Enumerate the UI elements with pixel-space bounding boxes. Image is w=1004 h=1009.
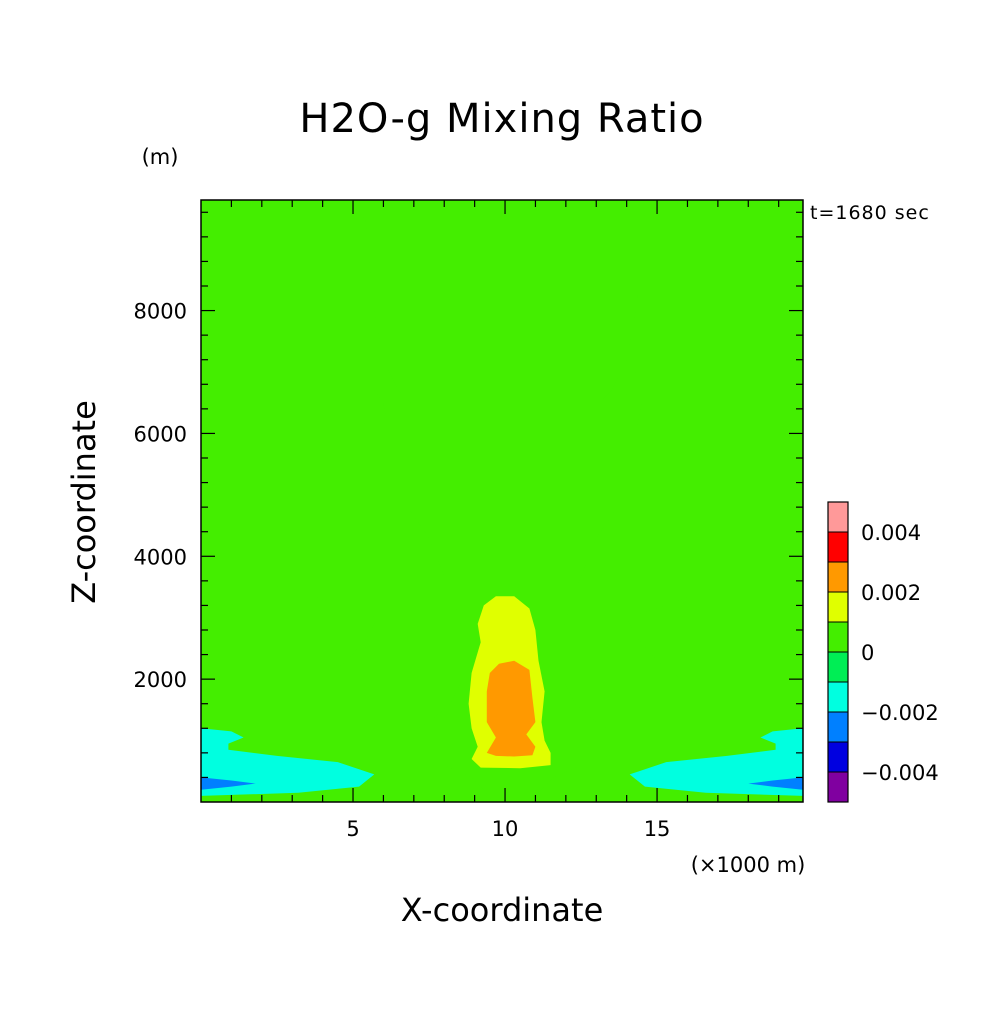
time-label: t=1680 sec xyxy=(810,202,930,224)
y-axis-label: Z-coordinate xyxy=(65,400,103,604)
region-upper-plume xyxy=(365,212,645,434)
colorbar-label: −0.004 xyxy=(861,761,939,785)
y-tick-label: 2000 xyxy=(134,668,187,692)
region-moist-core xyxy=(486,660,536,757)
colorbar-label: 0.004 xyxy=(861,521,921,545)
colorbar-swatch xyxy=(828,502,848,532)
y-tick-label: 6000 xyxy=(134,422,187,446)
x-tick-label: 5 xyxy=(346,817,359,841)
y-tick-label: 8000 xyxy=(134,300,187,324)
colorbar-label: −0.002 xyxy=(861,701,939,725)
colorbar-label: 0 xyxy=(861,641,874,665)
chart-title: H2O-g Mixing Ratio xyxy=(299,96,704,142)
region-dry-band-left xyxy=(201,728,375,796)
x-axis-label: X-coordinate xyxy=(401,891,604,929)
colorbar-swatch xyxy=(828,772,848,802)
colorbar-swatch xyxy=(828,622,848,652)
x-tick-label: 10 xyxy=(492,817,519,841)
region-streak-left-upper xyxy=(201,731,229,742)
region-top-edge xyxy=(201,200,803,213)
region-streak-left xyxy=(201,777,256,790)
colorbar-swatch xyxy=(828,682,848,712)
axis-ticks: 5 10 15 2000 4000 6000 8000 xyxy=(134,200,803,841)
colorbar-swatch xyxy=(828,532,848,562)
colorbar-swatch xyxy=(828,562,848,592)
region-streak-right xyxy=(748,777,803,790)
region-right-lobe xyxy=(626,583,803,683)
plot-area xyxy=(201,200,803,802)
colorbar-frame xyxy=(827,501,849,803)
plot-frame xyxy=(200,199,804,803)
colorbar-swatch xyxy=(828,712,848,742)
y-tick-label: 4000 xyxy=(134,545,187,569)
colorbar-label: 0.002 xyxy=(861,581,921,605)
colorbar: −0.004 −0.002 0 0.002 0.004 xyxy=(827,501,939,803)
region-top-left-band xyxy=(201,212,384,434)
colorbar-swatch xyxy=(828,592,848,622)
region-top-right-band xyxy=(620,212,803,434)
x-unit-label: (×1000 m) xyxy=(691,853,806,877)
region-streak-right-upper xyxy=(775,731,803,742)
y-unit-label: (m) xyxy=(142,145,179,169)
region-left-lobe xyxy=(201,583,378,683)
colorbar-swatch xyxy=(828,742,848,772)
colorbar-swatch xyxy=(828,652,848,682)
x-tick-label: 15 xyxy=(644,817,671,841)
region-dry-band-right xyxy=(629,728,803,796)
